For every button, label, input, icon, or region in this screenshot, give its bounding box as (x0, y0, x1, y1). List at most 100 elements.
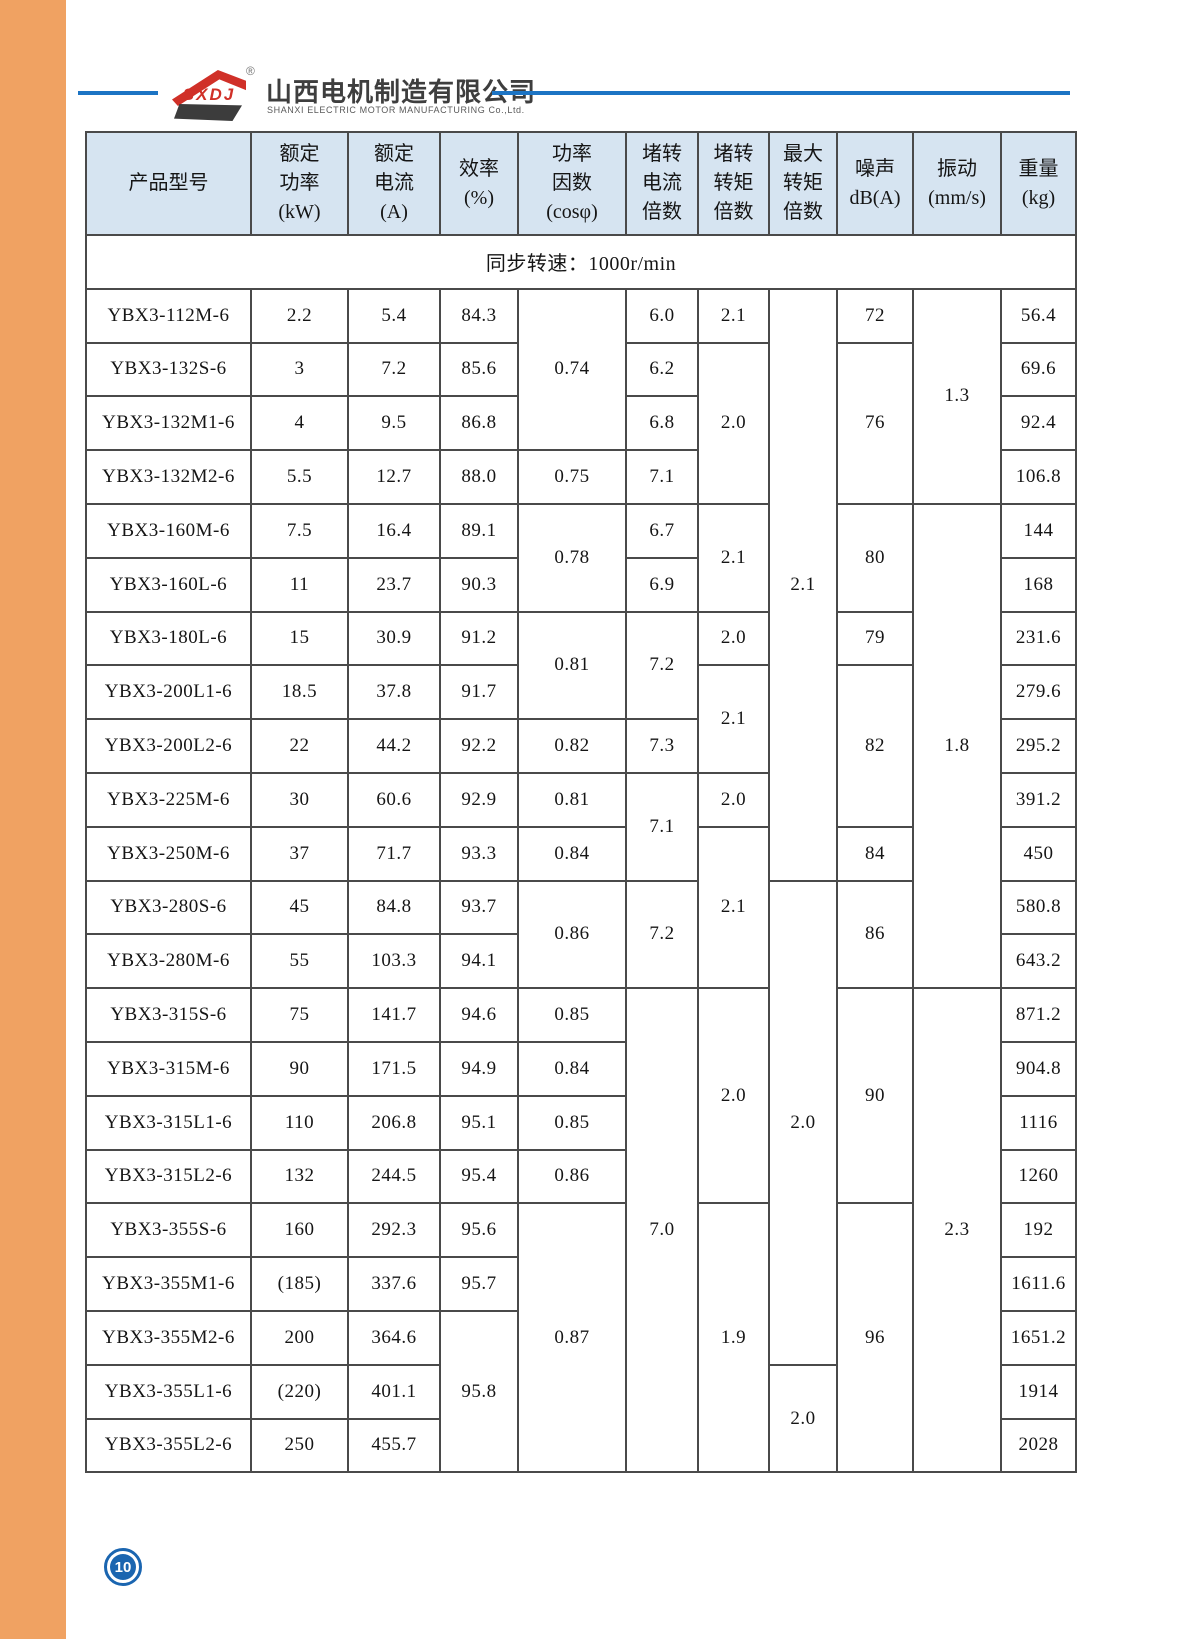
cell-rated_current: 84.8 (347, 879, 441, 936)
cell-rated_power: 22 (250, 718, 349, 774)
cell-lr_current: 6.8 (625, 395, 699, 452)
cell-weight: 450 (1000, 825, 1077, 882)
cell-weight: 1260 (1000, 1148, 1077, 1205)
cell-model: YBX3-280S-6 (85, 879, 252, 936)
cell-weight: 92.4 (1000, 395, 1077, 452)
cell-model: YBX3-132M1-6 (85, 395, 252, 452)
cell-model: YBX3-315L2-6 (85, 1148, 252, 1205)
registered-mark: ® (246, 64, 255, 78)
table-row: YBX3-160M-6 7.5 16.4 89.1 0.78 6.7 2.1 80 1.8 144 (85, 502, 1077, 990)
cell-power_factor: 0.78 (517, 502, 627, 613)
cell-rated_power: (220) (250, 1363, 349, 1420)
cell-rated_power: 18.5 (250, 664, 349, 721)
cell-rated_power: 5.5 (250, 449, 349, 505)
cell-lr_torque: 2.0 (697, 771, 770, 828)
cell-efficiency: 95.1 (439, 1094, 519, 1151)
table-row: YBX3-225M-6 30 60.6 92.9 0.81 7.1 2.0 391.2 (85, 771, 1077, 882)
cell-model: YBX3-355S-6 (85, 1202, 252, 1259)
cell-rated_current: 141.7 (347, 987, 441, 1043)
cell-noise: 84 (836, 825, 914, 882)
cell-efficiency: 94.6 (439, 987, 519, 1043)
column-header-lr_torque: 堵转 转矩 倍数 (697, 131, 770, 236)
table-row: YBX3-112M-6 2.2 5.4 84.3 0.74 6.0 2.1 2.1 72 1.3 5… (85, 287, 1077, 882)
cell-model: YBX3-132M2-6 (85, 449, 252, 505)
cell-weight: 56.4 (1000, 287, 1077, 344)
cell-rated_current: 364.6 (347, 1309, 441, 1366)
cell-power_factor: 0.82 (517, 718, 627, 774)
cell-lr_torque: 2.0 (697, 341, 770, 505)
cell-noise: 76 (836, 341, 914, 505)
table-subtitle: 同步转速：1000r/min (85, 234, 1077, 290)
cell-vibration: 2.3 (912, 987, 1002, 1474)
cell-weight: 192 (1000, 1202, 1077, 1259)
cell-rated_current: 455.7 (347, 1417, 441, 1474)
cell-rated_current: 401.1 (347, 1363, 441, 1420)
cell-model: YBX3-355M2-6 (85, 1309, 252, 1366)
cell-weight: 580.8 (1000, 879, 1077, 936)
cell-lr_current: 6.0 (625, 287, 699, 344)
cell-weight: 1914 (1000, 1363, 1077, 1420)
cell-rated_current: 206.8 (347, 1094, 441, 1151)
cell-lr_current: 6.9 (625, 556, 699, 613)
cell-rated_current: 30.9 (347, 610, 441, 667)
motor-spec-table: 产品型号 额定 功率 (kW) 额定 电流 (A) 效率 (%) 功率 因数 (cosφ… (85, 131, 1077, 1474)
column-header-power_factor: 功率 因数 (cosφ) (517, 131, 627, 236)
cell-rated_power: 37 (250, 825, 349, 882)
cell-rated_current: 244.5 (347, 1148, 441, 1205)
cell-vibration: 1.8 (912, 502, 1002, 990)
cell-model: YBX3-160M-6 (85, 502, 252, 559)
cell-rated_power: 2.2 (250, 287, 349, 344)
cell-max_torque: 2.0 (768, 1363, 838, 1474)
cell-model: YBX3-280M-6 (85, 933, 252, 990)
company-name-zh: 山西电机制造有限公司 (266, 77, 537, 107)
cell-lr_current: 7.1 (625, 771, 699, 882)
table-row: YBX3-355L1-6 (220) 401.1 2.0 1914 (85, 1363, 1077, 1474)
cell-rated_power: 132 (250, 1148, 349, 1205)
cell-weight: 144 (1000, 502, 1077, 559)
cell-weight: 231.6 (1000, 610, 1077, 667)
cell-rated_current: 292.3 (347, 1202, 441, 1259)
cell-model: YBX3-112M-6 (85, 287, 252, 344)
cell-lr_current: 7.0 (625, 987, 699, 1474)
cell-efficiency: 88.0 (439, 449, 519, 505)
cell-model: YBX3-200L2-6 (85, 718, 252, 774)
page-number: 10 (114, 1558, 132, 1576)
cell-model: YBX3-315S-6 (85, 987, 252, 1043)
cell-model: YBX3-132S-6 (85, 341, 252, 398)
cell-power_factor: 0.85 (517, 1094, 627, 1151)
cell-lr_torque: 2.1 (697, 502, 770, 613)
company-logo: SXDJ (172, 68, 248, 124)
cell-efficiency: 94.1 (439, 933, 519, 990)
cell-model: YBX3-160L-6 (85, 556, 252, 613)
cell-max_torque: 2.1 (768, 287, 838, 882)
cell-power_factor: 0.75 (517, 449, 627, 505)
cell-rated_power: (185) (250, 1256, 349, 1312)
cell-rated_power: 45 (250, 879, 349, 936)
cell-weight: 168 (1000, 556, 1077, 613)
cell-power_factor: 0.85 (517, 987, 627, 1043)
table-row: YBX3-315L2-6 132 244.5 95.4 0.86 1260 (85, 1148, 1077, 1205)
cell-weight: 1611.6 (1000, 1256, 1077, 1312)
cell-noise: 72 (836, 287, 914, 344)
table-row: YBX3-315L1-6 110 206.8 95.1 0.85 1116 (85, 1094, 1077, 1151)
column-header-max_torque: 最大 转矩 倍数 (768, 131, 838, 236)
table-row: YBX3-160L-6 11 23.7 90.3 6.9 168 (85, 556, 1077, 613)
cell-weight: 643.2 (1000, 933, 1077, 990)
table-row: YBX3-355M1-6 (185) 337.6 95.7 1611.6 (85, 1256, 1077, 1312)
cell-rated_current: 16.4 (347, 502, 441, 559)
table-row: YBX3-355M2-6 200 364.6 95.8 1651.2 (85, 1309, 1077, 1474)
company-name-en: SHANXI ELECTRIC MOTOR MANUFACTURING Co.,… (267, 105, 525, 115)
cell-efficiency: 92.2 (439, 718, 519, 774)
cell-rated_power: 200 (250, 1309, 349, 1366)
table-row: YBX3-200L1-6 18.5 37.8 91.7 2.1 82 279.6 (85, 664, 1077, 828)
cell-model: YBX3-250M-6 (85, 825, 252, 882)
cell-max_torque: 2.0 (768, 879, 838, 1366)
cell-power_factor: 0.84 (517, 1040, 627, 1097)
cell-rated_power: 30 (250, 771, 349, 828)
cell-power_factor: 0.84 (517, 825, 627, 882)
cell-weight: 391.2 (1000, 771, 1077, 828)
cell-efficiency: 94.9 (439, 1040, 519, 1097)
cell-weight: 279.6 (1000, 664, 1077, 721)
cell-rated_power: 3 (250, 341, 349, 398)
cell-rated_power: 55 (250, 933, 349, 990)
